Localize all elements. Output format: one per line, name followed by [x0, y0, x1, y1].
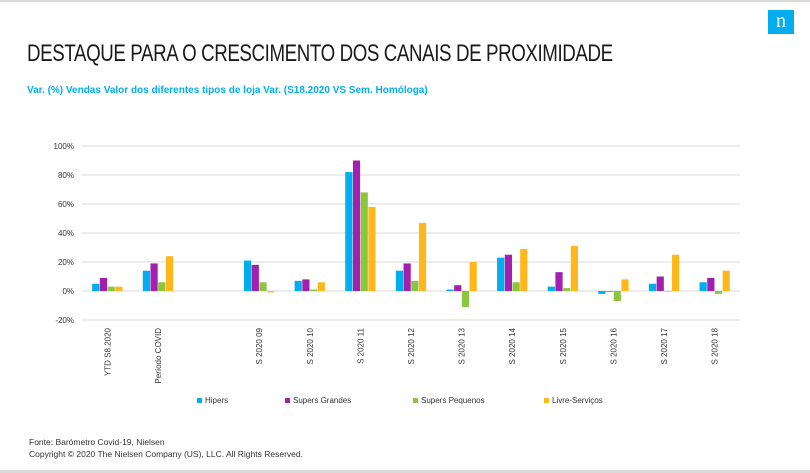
- bar: [403, 263, 411, 291]
- bar: [259, 282, 267, 291]
- bar: [368, 206, 376, 291]
- legend-swatch: [413, 398, 418, 403]
- bar: [99, 277, 108, 291]
- y-tick-label: 60%: [58, 200, 74, 209]
- x-tick-label: S 2020 13: [458, 327, 467, 364]
- x-tick-label: S 2020 15: [559, 327, 568, 364]
- x-tick-label: S 2020 18: [711, 327, 720, 364]
- bar: [267, 291, 275, 293]
- page-title: DESTAQUE PARA O CRESCIMENTO DOS CANAIS D…: [27, 40, 613, 67]
- x-tick-label: S 2020 11: [356, 327, 365, 363]
- y-tick-label: 40%: [58, 229, 74, 238]
- copyright-note: Copyright © 2020 The Nielsen Company (US…: [29, 449, 303, 459]
- x-tick-label: S 2020 09: [255, 327, 264, 364]
- bar: [150, 263, 158, 291]
- y-tick-label: 0%: [62, 287, 74, 296]
- bar: [598, 291, 606, 294]
- x-tick-label: S 2020 14: [508, 327, 517, 364]
- x-tick-label: YTD S8.2020: [103, 327, 112, 376]
- bar: [165, 256, 174, 291]
- bar: [446, 289, 454, 291]
- bar: [613, 291, 621, 302]
- bar: [606, 291, 614, 292]
- bar: [555, 272, 563, 291]
- nielsen-logo: n: [768, 10, 794, 34]
- bar: [310, 289, 318, 291]
- y-tick-label: 100%: [54, 142, 74, 151]
- bar: [352, 160, 361, 291]
- bar: [714, 291, 723, 294]
- bar: [142, 270, 150, 291]
- legend-swatch: [544, 398, 549, 403]
- legend-swatch: [197, 398, 202, 403]
- top-border: [0, 0, 810, 2]
- bottom-border: [0, 470, 810, 473]
- bar: [656, 276, 664, 291]
- legend-label: Livre-Serviços: [552, 396, 603, 405]
- bar: [92, 283, 100, 291]
- bar: [294, 280, 302, 291]
- bar: [360, 192, 368, 291]
- bar: [563, 288, 571, 291]
- bar: [707, 277, 715, 291]
- legend-label: Supers Pequenos: [421, 396, 485, 405]
- bar: [570, 246, 578, 291]
- y-tick-label: 80%: [58, 171, 74, 180]
- bar: [699, 282, 707, 291]
- x-tick-label: S 2020 12: [407, 327, 416, 364]
- bar: [115, 286, 123, 291]
- bar: [244, 260, 252, 291]
- bar: [469, 262, 477, 291]
- bar: [317, 282, 325, 291]
- y-tick-label: -20%: [55, 316, 74, 325]
- bar: [504, 254, 512, 291]
- x-tick-label: S 2020 16: [609, 327, 618, 364]
- source-note: Fonte: Barómetro Covid-19, Nielsen: [29, 437, 165, 447]
- bar: [512, 282, 520, 291]
- bar: [672, 254, 680, 291]
- bar: [520, 248, 528, 291]
- chart-subtitle: Var. (%) Vendas Valor dos diferentes tip…: [27, 85, 428, 96]
- bar: [648, 283, 657, 291]
- bar: [621, 279, 629, 291]
- bar: [461, 291, 470, 307]
- x-tick-label: S 2020 17: [660, 327, 669, 364]
- bar: [497, 257, 505, 291]
- x-tick-label: Período COVID: [154, 328, 163, 384]
- bar: [107, 286, 115, 291]
- bar: [158, 282, 166, 291]
- bar: [454, 285, 462, 291]
- bar: [302, 279, 310, 291]
- bar: [251, 264, 259, 291]
- x-tick-label: S 2020 10: [306, 327, 315, 364]
- bar: [418, 222, 427, 291]
- bar: [395, 270, 404, 291]
- legend-label: Supers Grandes: [293, 396, 351, 405]
- bar: [664, 291, 672, 292]
- bar: [411, 280, 419, 291]
- y-tick-label: 20%: [58, 258, 74, 267]
- legend-swatch: [285, 398, 290, 403]
- bar: [547, 286, 555, 291]
- legend-label: Hipers: [205, 396, 228, 405]
- bar: [345, 172, 353, 291]
- bar: [722, 270, 730, 291]
- footer: Fonte: Barómetro Covid-19, Nielsen Copyr…: [29, 436, 303, 460]
